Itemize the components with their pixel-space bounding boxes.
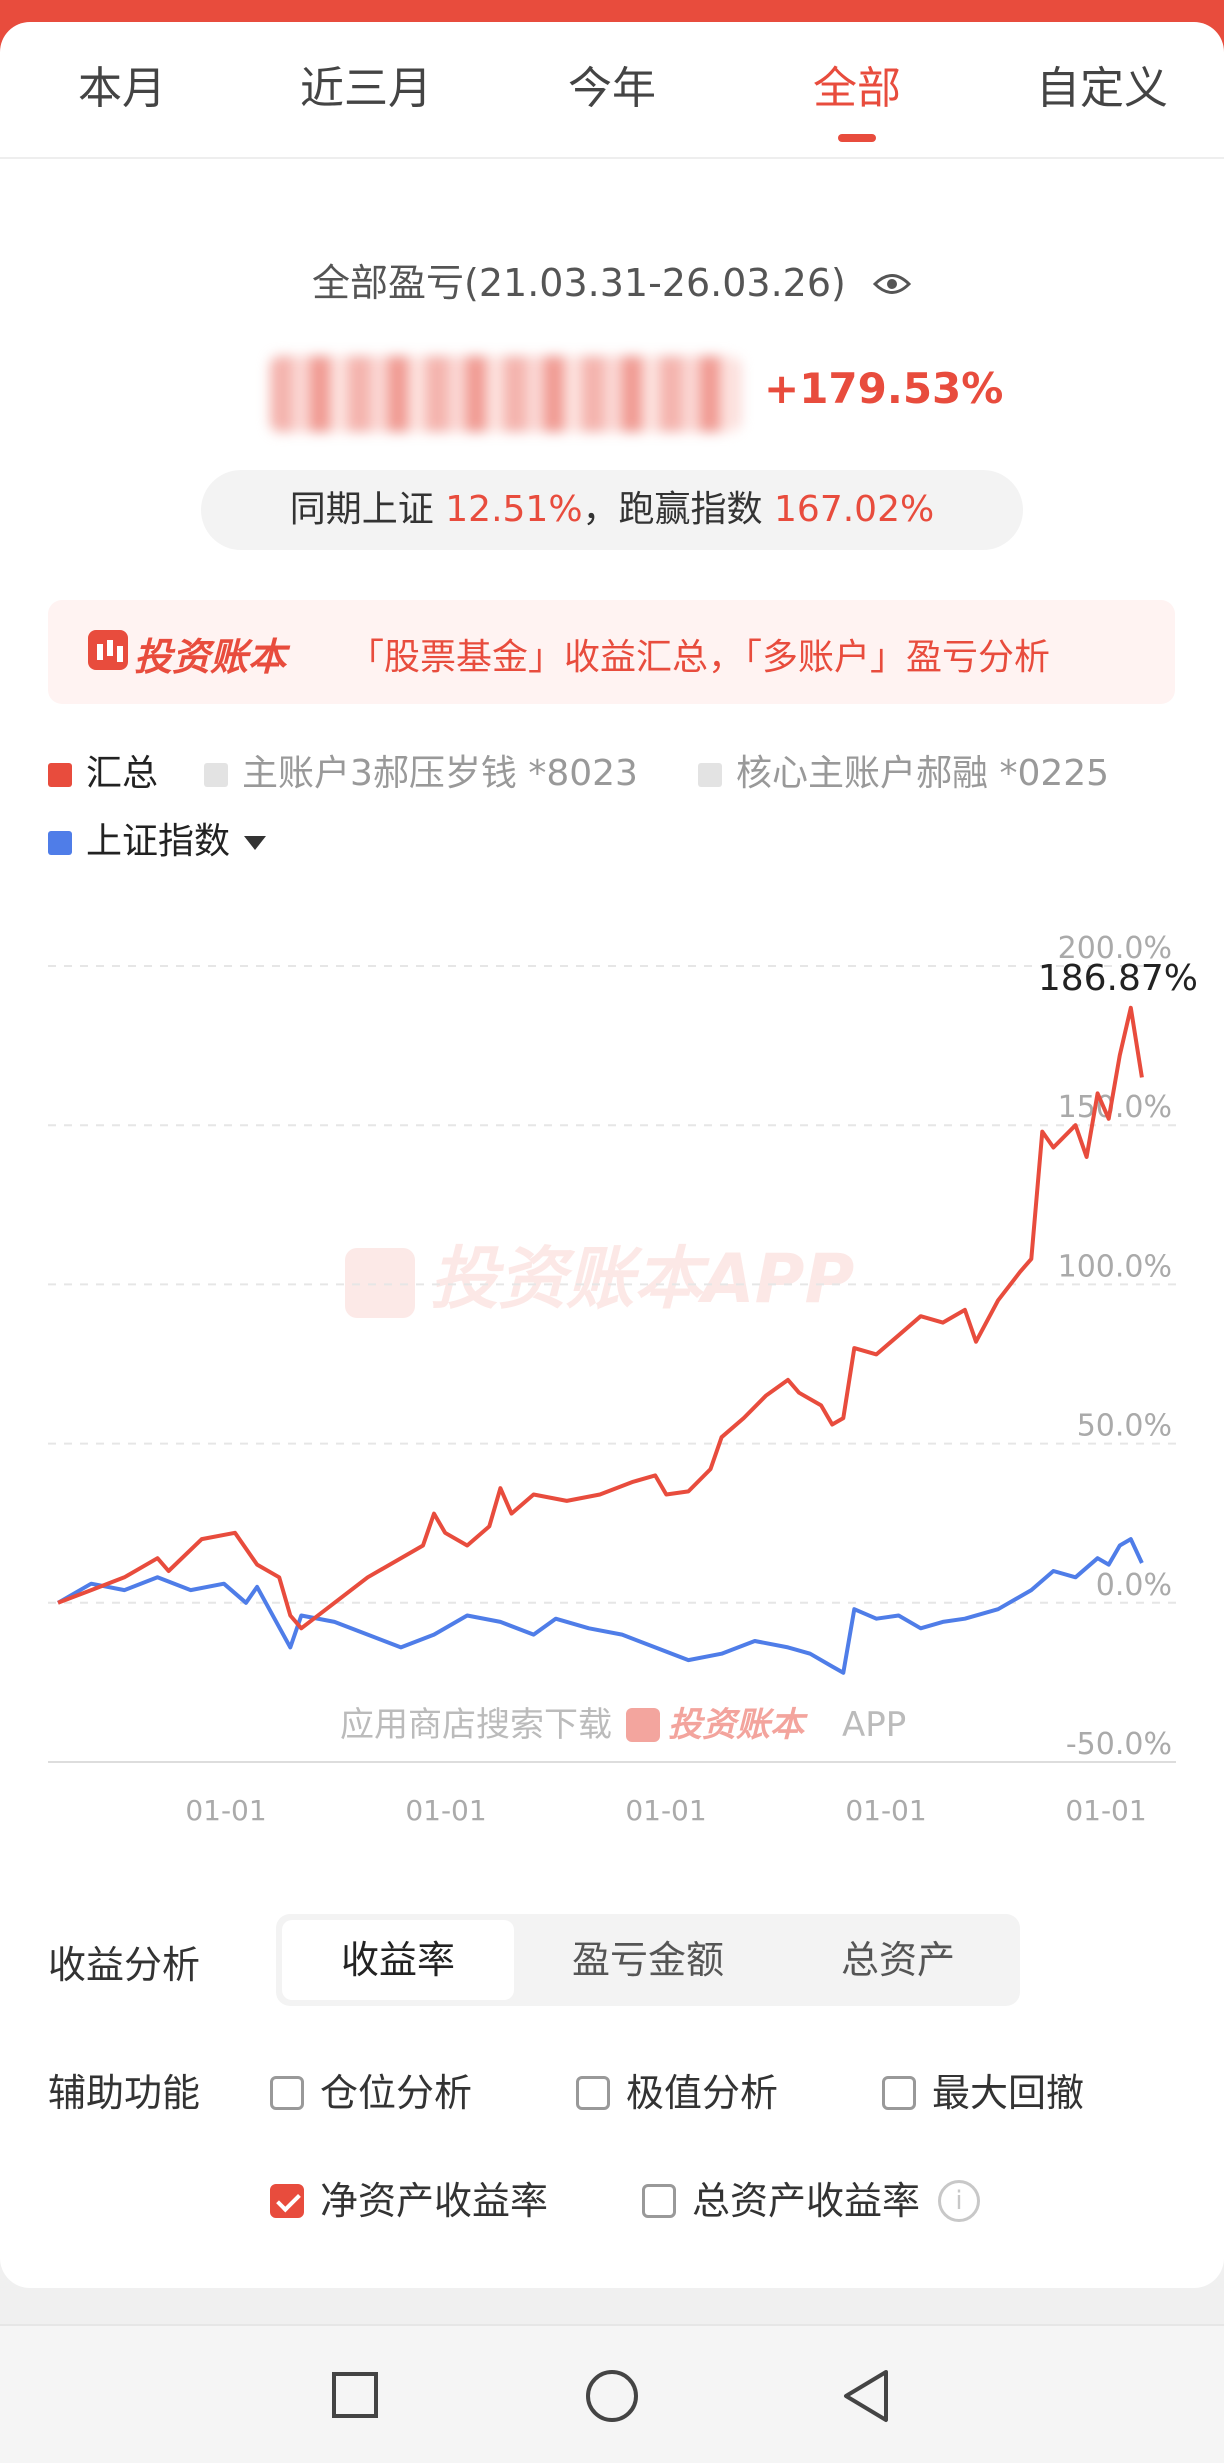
- eye-icon[interactable]: [872, 264, 912, 308]
- x-tick-label: 01-01: [185, 1794, 266, 1827]
- y-tick-label: 0.0%: [1096, 1568, 1172, 1603]
- y-tick-label: 50.0%: [1077, 1409, 1172, 1444]
- x-tick-label: 01-01: [1065, 1794, 1146, 1827]
- tab-this-month[interactable]: 本月: [78, 63, 166, 114]
- checkbox-checked-icon[interactable]: [270, 2183, 304, 2218]
- chart-watermark: 投资账本APP: [430, 1240, 854, 1319]
- active-tab-indicator: [838, 134, 876, 142]
- checkbox-icon[interactable]: [270, 2075, 304, 2110]
- checkbox-label: 极值分析: [626, 2071, 779, 2115]
- checkbox-net-asset-return[interactable]: 净资产收益率: [270, 2170, 548, 2225]
- tab-all[interactable]: 全部: [813, 63, 901, 114]
- checkbox-icon[interactable]: [882, 2075, 916, 2110]
- main-card: 本月 近三月 今年 全部 自定义 全部盈亏(21.03.31-26.03.26)…: [0, 22, 1224, 2288]
- tab-three-months[interactable]: 近三月: [300, 63, 432, 114]
- aux-label: 辅助功能: [48, 2071, 201, 2115]
- series-line-total: [57, 1005, 1144, 1631]
- x-tick-label: 01-01: [405, 1794, 486, 1827]
- y-tick-label: 100.0%: [1058, 1249, 1172, 1284]
- outperform-pct: 167.02%: [774, 489, 935, 530]
- checkbox-position-analysis[interactable]: 仓位分析: [270, 2062, 472, 2117]
- x-tick-label: 01-01: [845, 1794, 926, 1827]
- masked-profit-amount: [270, 356, 740, 432]
- summary-title-text: 全部盈亏(21.03.31-26.03.26): [312, 261, 846, 305]
- legend-swatch-red: [48, 763, 72, 787]
- legend-label: 上证指数: [86, 821, 231, 862]
- checkbox-label: 仓位分析: [320, 2071, 473, 2115]
- return-chart[interactable]: 投资账本APP200.0%150.0%100.0%50.0%0.0%-50.0%…: [0, 902, 1224, 1862]
- series-line-sse-index: [57, 1537, 1144, 1675]
- option-return-rate[interactable]: 收益率: [282, 1920, 514, 2000]
- index-return-pct: 12.51%: [445, 489, 583, 530]
- banner-text: 「股票基金」收益汇总，「多账户」盈亏分析: [348, 637, 1051, 678]
- checkbox-icon[interactable]: [642, 2183, 676, 2218]
- x-tick-label: 01-01: [625, 1794, 706, 1827]
- checkbox-icon[interactable]: [576, 2075, 610, 2110]
- checkbox-total-asset-return[interactable]: 总资产收益率 i: [642, 2170, 981, 2225]
- analysis-label: 收益分析: [48, 1943, 201, 1987]
- checkbox-label: 最大回撤: [932, 2071, 1085, 2115]
- legend-item-total[interactable]: 汇总: [48, 744, 158, 796]
- back-icon[interactable]: [840, 2368, 894, 2424]
- period-tabs: 本月 近三月 今年 全部 自定义: [0, 22, 1224, 159]
- checkbox-extreme-analysis[interactable]: 极值分析: [576, 2062, 778, 2117]
- checkbox-label: 总资产收益率: [692, 2179, 921, 2223]
- compare-mid: ，跑赢指数: [582, 489, 763, 530]
- legend-item-account-0225[interactable]: 核心主账户郝融 *0225: [698, 744, 1109, 796]
- legend-label: 汇总: [86, 753, 159, 794]
- legend-swatch-gray: [698, 763, 722, 787]
- watermark-logo-icon: [345, 1248, 415, 1318]
- end-value-label: 186.87%: [1038, 958, 1198, 999]
- index-comparison: 同期上证 12.51%，跑赢指数 167.02%: [201, 470, 1023, 550]
- option-total-assets[interactable]: 总资产: [840, 1938, 955, 1982]
- system-nav-bar: [0, 2324, 1224, 2463]
- profit-amount-row: +179.53%: [0, 352, 1224, 442]
- recent-apps-icon[interactable]: [330, 2370, 380, 2420]
- analysis-segmented-control: 收益率 盈亏金额 总资产: [276, 1914, 1020, 2006]
- compare-prefix: 同期上证: [289, 489, 434, 530]
- checkbox-max-drawdown[interactable]: 最大回撤: [882, 2062, 1084, 2117]
- y-tick-label: -50.0%: [1066, 1727, 1172, 1762]
- legend-label: 主账户3郝压岁钱 *8023: [242, 753, 638, 794]
- brand-name: 投资账本: [134, 635, 287, 679]
- legend-item-account-8023[interactable]: 主账户3郝压岁钱 *8023: [204, 744, 638, 796]
- brand-logo-icon: [88, 630, 128, 670]
- home-icon[interactable]: [584, 2368, 640, 2424]
- legend-swatch-blue: [48, 831, 72, 855]
- total-return-pct: +179.53%: [764, 364, 1004, 413]
- y-tick-label: 200.0%: [1058, 931, 1172, 966]
- chart-footer-suffix: APP: [842, 1705, 906, 1745]
- summary-title: 全部盈亏(21.03.31-26.03.26): [0, 252, 1224, 308]
- y-tick-label: 150.0%: [1058, 1090, 1172, 1125]
- chart-footer-logo-icon: [626, 1708, 660, 1742]
- checkbox-label: 净资产收益率: [320, 2179, 549, 2223]
- legend-swatch-gray: [204, 763, 228, 787]
- legend-label: 核心主账户郝融 *0225: [736, 753, 1110, 794]
- option-profit-amount[interactable]: 盈亏金额: [571, 1938, 724, 1982]
- info-icon[interactable]: i: [938, 2179, 981, 2222]
- legend-item-sse-index[interactable]: 上证指数: [48, 812, 267, 864]
- tab-custom[interactable]: 自定义: [1036, 63, 1168, 114]
- chart-footer-prefix: 应用商店搜索下载: [340, 1705, 612, 1745]
- chart-footer-brand: 投资账本: [668, 1705, 808, 1745]
- dropdown-caret-icon[interactable]: [244, 836, 267, 850]
- tab-this-year[interactable]: 今年: [568, 63, 656, 114]
- promo-banner[interactable]: 投资账本 「股票基金」收益汇总，「多账户」盈亏分析: [48, 600, 1175, 704]
